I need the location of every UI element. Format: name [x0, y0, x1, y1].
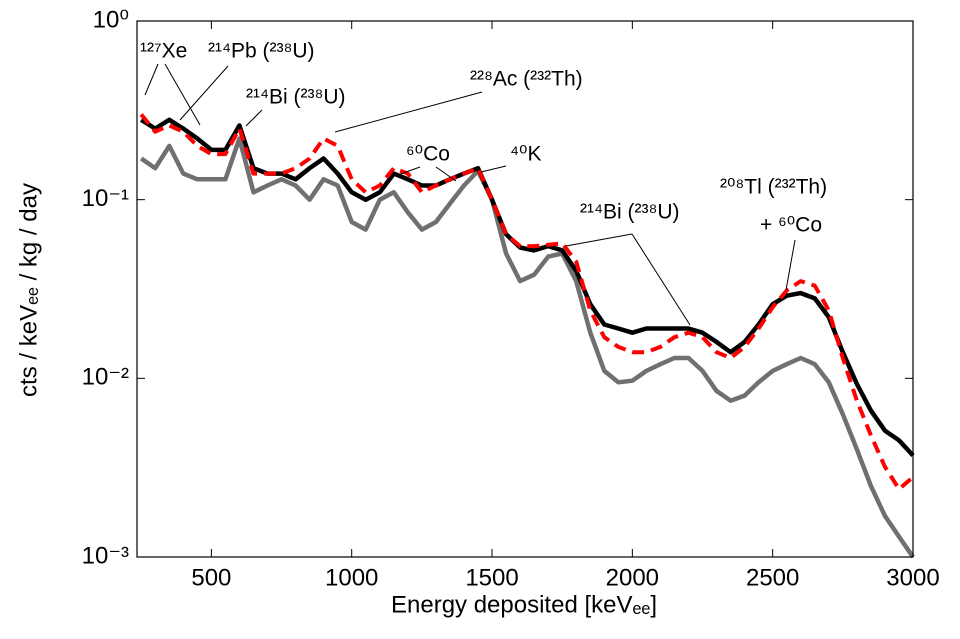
series-line	[139, 136, 915, 559]
x-tick-label: 2000	[606, 564, 659, 591]
y-tick-label: 10⁰	[93, 6, 129, 33]
annotation: + ⁶⁰Co	[760, 214, 822, 237]
annotation: ²⁰⁸Tl (²³²Th)	[720, 176, 827, 199]
x-axis-label: Energy deposited [keVₑₑ]	[391, 591, 657, 618]
annotation: ²²⁸Ac (²³²Th)	[470, 68, 583, 91]
annotation-line	[164, 63, 201, 126]
annotation-line	[245, 109, 263, 127]
x-tick-label: 1500	[465, 564, 518, 591]
annotation-line	[435, 166, 457, 182]
series-line	[139, 113, 915, 492]
y-tick-label: 10⁻³	[82, 542, 129, 569]
annotation: ²¹⁴Bi (²³⁸U)	[246, 86, 346, 109]
y-axis-label: cts / keVₑₑ / kg / day	[15, 183, 42, 397]
annotation-line	[179, 65, 229, 121]
x-tick-label: 500	[191, 564, 231, 591]
annotation-line	[631, 233, 691, 326]
annotation-line	[785, 239, 796, 291]
y-tick-label: 10⁻¹	[82, 185, 129, 212]
x-tick-label: 1000	[325, 564, 378, 591]
annotation: ⁶⁰Co	[406, 143, 450, 166]
x-tick-label: 2500	[746, 564, 799, 591]
annotation-line	[334, 91, 483, 133]
annotation-line	[394, 166, 421, 177]
annotation: ²¹⁴Bi (²³⁸U)	[580, 201, 680, 224]
annotation-line	[480, 165, 507, 173]
annotation-line	[144, 63, 159, 96]
annotation-line	[565, 233, 633, 247]
x-tick-label: 3000	[886, 564, 939, 591]
series-line	[140, 117, 915, 458]
y-tick-label: 10⁻²	[82, 364, 129, 391]
plot-frame	[136, 20, 914, 558]
annotation: ¹²⁷Xe	[140, 40, 187, 63]
annotation: ⁴⁰K	[510, 143, 541, 166]
annotation: ²¹⁴Pb (²³⁸U)	[208, 40, 315, 63]
